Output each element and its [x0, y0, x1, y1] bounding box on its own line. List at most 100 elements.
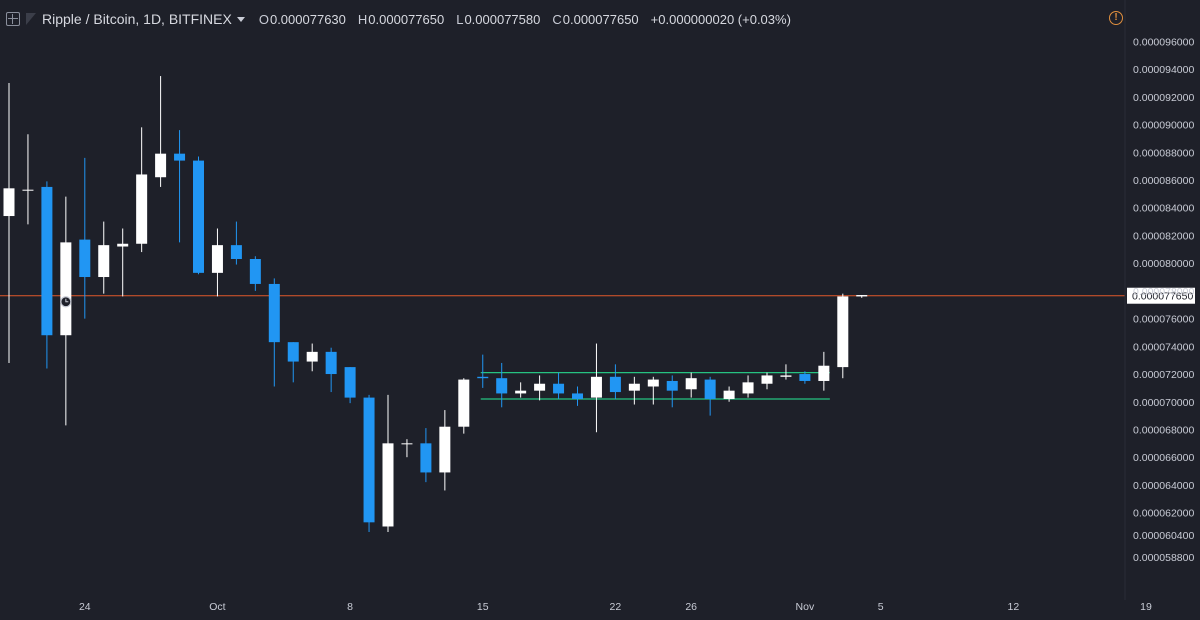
candle: [3, 82, 15, 363]
candle: [647, 376, 659, 405]
y-tick-label: 0.000076000: [1133, 314, 1194, 326]
x-tick-label: 15: [477, 601, 489, 613]
candle: [230, 221, 242, 265]
y-tick-label: 0.000060400: [1133, 530, 1194, 542]
ohlc-low: L0.000077580: [456, 12, 540, 27]
candle-body: [249, 259, 261, 284]
y-tick-label: 0.000094000: [1133, 64, 1194, 76]
candle-body: [818, 365, 830, 381]
candle-body: [572, 393, 583, 399]
candle: [117, 228, 129, 297]
candle-body: [230, 245, 242, 259]
candle-body: [401, 443, 413, 445]
candle: [22, 134, 34, 225]
candle: [382, 394, 394, 533]
expand-icon[interactable]: [6, 12, 20, 26]
time-axis[interactable]: 24 Oct 8 15 22 26 Nov 5 12 19: [79, 601, 1152, 613]
candle: [249, 256, 261, 291]
x-tick-label: 26: [685, 601, 697, 613]
candle: [193, 156, 204, 275]
candle-body: [742, 382, 754, 394]
x-tick-label: 22: [610, 601, 622, 613]
y-tick-label: 0.000086000: [1133, 175, 1194, 187]
candle-body: [704, 379, 716, 399]
low-label: L: [456, 11, 464, 27]
candle: [572, 386, 583, 406]
candle: [268, 278, 280, 387]
candle: [136, 127, 148, 253]
candle: [458, 378, 470, 434]
clock-marker[interactable]: [60, 296, 72, 308]
candles: [3, 76, 868, 533]
candle: [704, 376, 716, 416]
candle: [439, 410, 451, 491]
candle: [60, 196, 72, 426]
price-axis[interactable]: 0.000096000 0.000094000 0.000092000 0.00009…: [1124, 0, 1194, 600]
chevron-down-icon[interactable]: [236, 16, 245, 22]
y-tick-label: 0.000070000: [1133, 397, 1194, 409]
candle-body: [193, 160, 204, 273]
y-tick-label: 0.000090000: [1133, 120, 1194, 132]
candle-body: [628, 383, 640, 391]
candle: [211, 228, 223, 297]
candle: [856, 295, 868, 298]
candle: [666, 375, 678, 408]
candle: [628, 376, 640, 405]
candle: [742, 375, 754, 398]
x-tick-label: 19: [1140, 601, 1152, 613]
y-tick-label: 0.000058800: [1133, 552, 1194, 564]
candle: [553, 372, 565, 399]
candle: [325, 347, 337, 393]
alert-icon[interactable]: !: [1109, 11, 1123, 25]
chart-title[interactable]: Ripple / Bitcoin, 1D, BITFINEX: [42, 11, 232, 27]
y-tick-label: 0.000078000: [1133, 286, 1194, 298]
candle-body: [41, 186, 53, 336]
candle: [155, 76, 167, 187]
consolidation-channel: [480, 371, 830, 400]
y-tick-label: 0.000064000: [1133, 480, 1194, 492]
y-tick-label: 0.000062000: [1133, 508, 1194, 520]
candle-body: [761, 375, 773, 384]
last-price-label-bg: [1127, 287, 1195, 304]
candle-body: [79, 239, 91, 278]
clock-hands: [65, 298, 69, 303]
candle: [98, 221, 110, 294]
candle: [401, 439, 413, 458]
candle: [837, 293, 849, 379]
close-label: C: [552, 11, 562, 27]
last-price-label: 0.000077650: [1132, 291, 1193, 303]
candle-body: [439, 426, 451, 473]
candle-body: [344, 367, 356, 398]
candle-body: [306, 351, 318, 362]
candle: [79, 157, 91, 319]
y-tick-label: 0.000082000: [1133, 230, 1194, 242]
open-value: 0.000077630: [269, 11, 346, 27]
candle-body: [174, 153, 186, 161]
candle: [41, 181, 53, 369]
candle-body: [287, 342, 299, 362]
candle: [590, 343, 602, 433]
ohlc-open: O0.000077630: [259, 12, 346, 27]
candle: [685, 372, 697, 398]
y-tick-label: 0.000092000: [1133, 92, 1194, 104]
candle: [818, 351, 830, 391]
candle-body: [60, 242, 72, 336]
candle-body: [534, 383, 546, 391]
candle-body: [155, 153, 167, 178]
y-tick-label: 0.000084000: [1133, 203, 1194, 215]
high-value: 0.000077650: [368, 11, 445, 27]
candle-body: [496, 378, 508, 394]
candle-body: [856, 295, 868, 297]
y-tick-label: 0.000074000: [1133, 341, 1194, 353]
candle-body: [325, 351, 337, 375]
candle: [515, 382, 527, 398]
low-value: 0.000077580: [464, 11, 541, 27]
y-tick-label: 0.000068000: [1133, 424, 1194, 436]
candle: [344, 367, 356, 404]
close-value: 0.000077650: [562, 11, 639, 27]
candle-body: [3, 188, 15, 217]
x-tick-label: Nov: [796, 601, 815, 613]
candle-body: [136, 174, 148, 244]
candle: [477, 354, 489, 388]
